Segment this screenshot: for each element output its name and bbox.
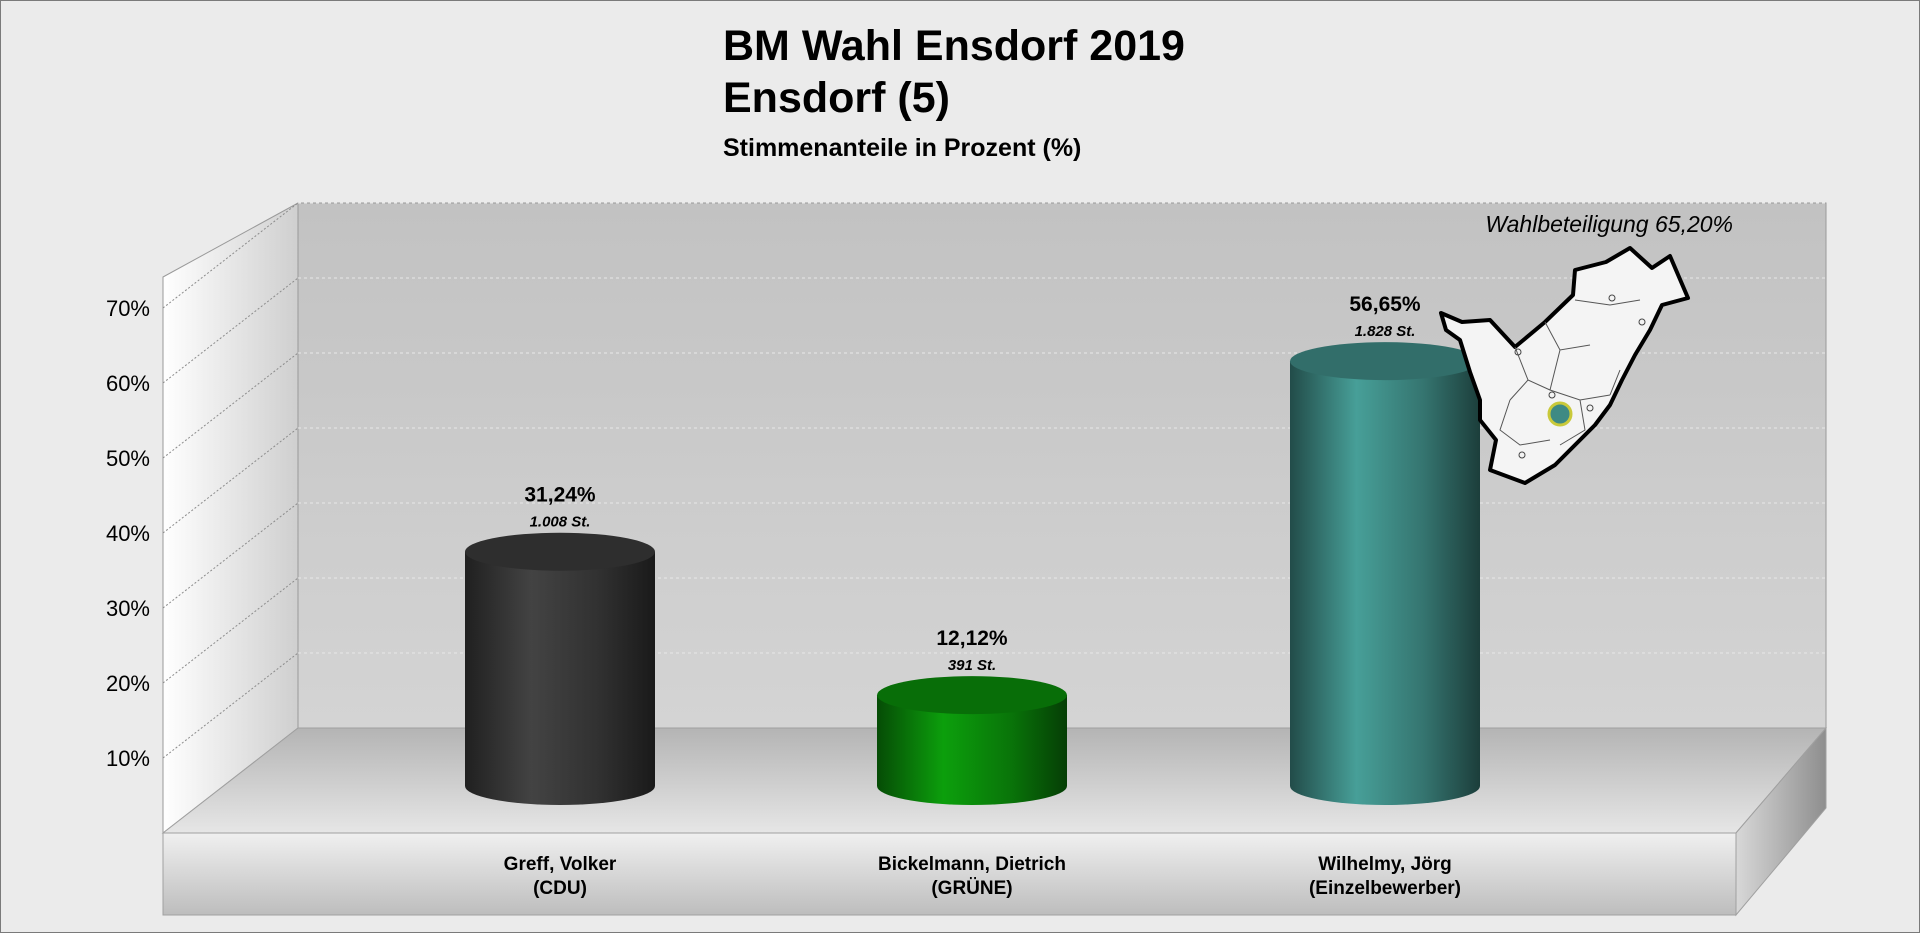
category-label-name: Wilhelmy, Jörg	[1318, 854, 1452, 875]
bar-top	[1290, 342, 1480, 381]
category-label-name: Bickelmann, Dietrich	[878, 854, 1066, 875]
category-label-party: (CDU)	[533, 878, 587, 899]
chart-subtitle: Ensdorf (5)	[723, 74, 950, 122]
bar-top	[877, 676, 1067, 715]
gridline-side	[162, 202, 299, 309]
y-tick-label: 50%	[106, 446, 150, 471]
chart-title: BM Wahl Ensdorf 2019	[723, 22, 1185, 70]
bar-body	[465, 551, 655, 805]
gridline-side	[162, 352, 299, 459]
bar-body	[877, 695, 1067, 805]
y-tick-label: 20%	[106, 671, 150, 696]
floor-side	[1735, 726, 1827, 917]
gridline-side	[162, 577, 299, 684]
chart-subtitle-units: Stimmenanteile in Prozent (%)	[723, 134, 1082, 162]
bar-0[interactable]	[465, 532, 655, 805]
data-label-percent: 31,24%	[524, 484, 596, 507]
bar-body	[1290, 361, 1480, 805]
gridline-side	[162, 277, 299, 384]
gridline-side	[162, 502, 299, 609]
category-label-party: (Einzelbewerber)	[1309, 878, 1461, 899]
bar-2[interactable]	[1290, 342, 1480, 805]
data-label-percent: 12,12%	[936, 627, 1008, 650]
y-tick-label: 10%	[106, 746, 150, 771]
y-tick-label: 30%	[106, 596, 150, 621]
data-label-votes: 1.828 St.	[1355, 323, 1416, 340]
category-label-name: Greff, Volker	[504, 854, 617, 875]
left-wall	[162, 202, 299, 835]
title-block: BM Wahl Ensdorf 2019 Ensdorf (5) Stimmen…	[723, 20, 1185, 166]
bar-top	[465, 532, 655, 571]
category-label-party: (GRÜNE)	[931, 878, 1012, 899]
y-tick-label: 40%	[106, 521, 150, 546]
y-tick-label: 70%	[106, 296, 150, 321]
data-label-votes: 1.008 St.	[530, 514, 591, 531]
data-label-votes: 391 St.	[948, 657, 996, 674]
gridline-side	[162, 652, 299, 759]
gridline-side	[162, 427, 299, 534]
bar-1[interactable]	[877, 676, 1067, 805]
municipality-map-icon	[1439, 246, 1690, 485]
data-label-percent: 56,65%	[1349, 293, 1421, 316]
turnout-annotation: Wahlbeteiligung 65,20%	[1485, 211, 1733, 237]
y-tick-label: 60%	[106, 371, 150, 396]
